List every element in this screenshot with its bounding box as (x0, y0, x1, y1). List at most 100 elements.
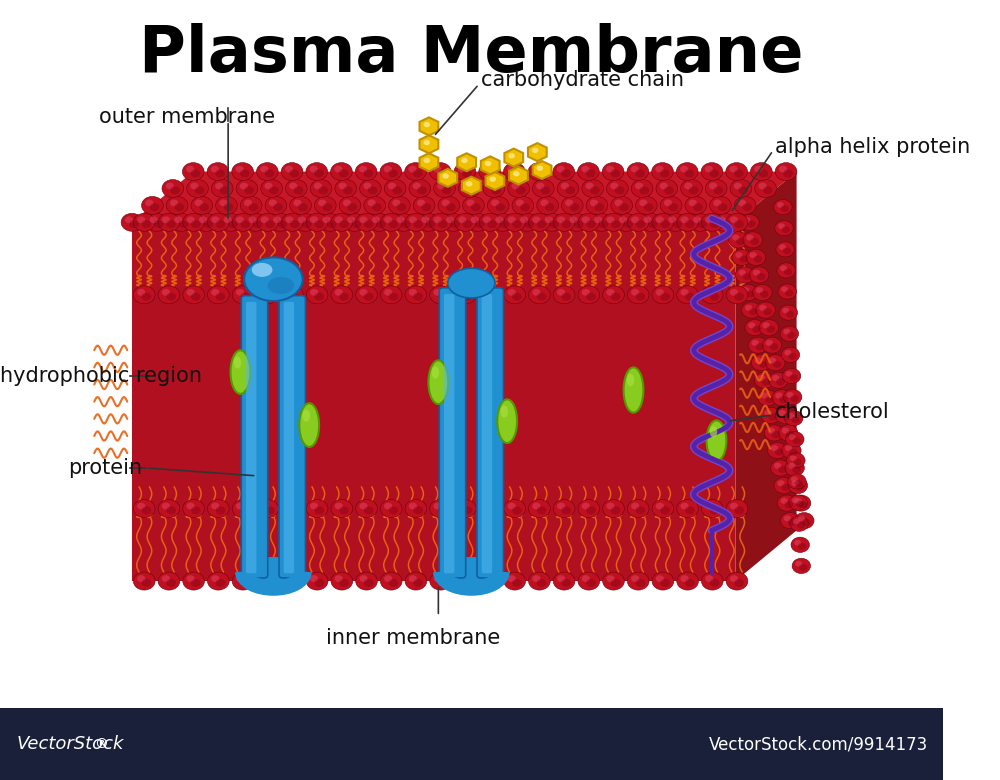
Circle shape (635, 579, 645, 587)
Circle shape (541, 186, 550, 194)
Circle shape (746, 250, 766, 265)
Polygon shape (132, 222, 735, 581)
Circle shape (359, 575, 368, 582)
Circle shape (245, 213, 266, 231)
Circle shape (166, 197, 188, 215)
Circle shape (788, 519, 796, 526)
Circle shape (290, 220, 299, 228)
Circle shape (265, 579, 275, 587)
Circle shape (772, 431, 780, 438)
Circle shape (680, 165, 688, 172)
Circle shape (355, 162, 377, 180)
Circle shape (676, 162, 698, 180)
Circle shape (557, 289, 565, 296)
Circle shape (186, 502, 195, 509)
Circle shape (183, 499, 204, 518)
Circle shape (553, 213, 575, 231)
Circle shape (790, 516, 808, 531)
Circle shape (578, 213, 600, 231)
Circle shape (327, 220, 337, 228)
Circle shape (668, 203, 678, 211)
Circle shape (788, 413, 795, 419)
Circle shape (693, 203, 703, 211)
Circle shape (479, 162, 500, 180)
Circle shape (393, 213, 415, 231)
Circle shape (216, 506, 225, 514)
Circle shape (532, 147, 538, 153)
Circle shape (631, 289, 639, 296)
Ellipse shape (710, 426, 717, 438)
Circle shape (660, 292, 670, 300)
Circle shape (380, 286, 402, 304)
Circle shape (729, 232, 748, 248)
Circle shape (260, 165, 268, 172)
Circle shape (211, 575, 219, 582)
Circle shape (282, 573, 303, 590)
Circle shape (314, 506, 324, 514)
Circle shape (421, 216, 429, 223)
Circle shape (776, 378, 785, 385)
Circle shape (487, 220, 497, 228)
Circle shape (673, 220, 682, 228)
Circle shape (310, 502, 318, 509)
Circle shape (356, 573, 377, 590)
Circle shape (137, 289, 145, 296)
Circle shape (133, 286, 155, 304)
Circle shape (557, 502, 565, 509)
Circle shape (516, 200, 524, 206)
Circle shape (747, 220, 756, 228)
Circle shape (578, 286, 600, 304)
Circle shape (779, 165, 787, 172)
Circle shape (693, 216, 701, 223)
Circle shape (532, 289, 540, 296)
Circle shape (339, 197, 361, 215)
Circle shape (611, 506, 621, 514)
Circle shape (734, 292, 744, 300)
Circle shape (282, 213, 303, 231)
Circle shape (475, 220, 485, 228)
Circle shape (513, 171, 520, 176)
Circle shape (677, 573, 698, 590)
Circle shape (537, 165, 543, 171)
Circle shape (352, 220, 361, 228)
Circle shape (655, 165, 664, 172)
Circle shape (421, 203, 431, 211)
Text: inner membrane: inner membrane (326, 628, 500, 648)
Circle shape (743, 232, 762, 248)
Circle shape (532, 216, 540, 223)
Circle shape (784, 501, 793, 509)
Circle shape (310, 575, 318, 582)
Circle shape (186, 575, 195, 582)
Circle shape (779, 305, 798, 321)
Ellipse shape (230, 350, 250, 394)
Circle shape (142, 197, 163, 215)
Circle shape (356, 499, 377, 518)
Ellipse shape (234, 356, 241, 369)
Circle shape (285, 502, 294, 509)
Circle shape (485, 161, 491, 166)
Circle shape (795, 480, 803, 487)
Circle shape (458, 289, 466, 296)
Circle shape (503, 162, 525, 180)
Circle shape (755, 372, 774, 388)
Circle shape (145, 200, 153, 206)
Circle shape (438, 220, 448, 228)
Circle shape (787, 392, 794, 398)
Circle shape (508, 216, 516, 223)
Circle shape (265, 506, 275, 514)
Circle shape (339, 220, 349, 228)
Circle shape (768, 427, 775, 434)
Circle shape (795, 561, 802, 566)
Circle shape (356, 286, 377, 304)
Circle shape (450, 220, 460, 228)
Circle shape (537, 579, 546, 587)
Circle shape (384, 575, 392, 582)
Circle shape (310, 179, 332, 197)
Circle shape (759, 305, 767, 311)
Circle shape (158, 499, 180, 518)
Circle shape (782, 442, 801, 459)
Circle shape (265, 197, 287, 215)
Circle shape (754, 165, 762, 172)
Polygon shape (533, 161, 551, 179)
Text: VectorStock: VectorStock (17, 735, 124, 753)
